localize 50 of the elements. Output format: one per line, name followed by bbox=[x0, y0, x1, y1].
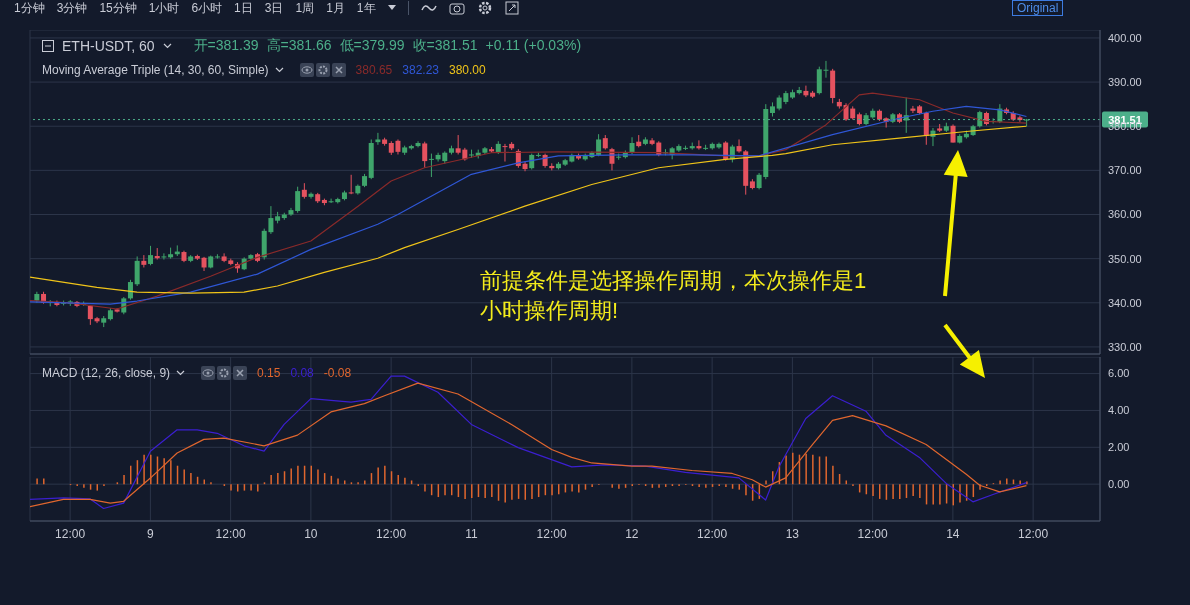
text: Original bbox=[1017, 1, 1059, 15]
text: ETH-USDT, 60 bbox=[62, 38, 155, 54]
text: 1周 bbox=[295, 0, 315, 15]
y-tick-label: 6.00 bbox=[1108, 367, 1130, 380]
x-tick-label: 12:00 bbox=[536, 526, 567, 541]
x-tick-label: 10 bbox=[304, 526, 318, 541]
x-tick-label: 12:00 bbox=[857, 526, 888, 541]
text: 1小时 bbox=[148, 0, 180, 15]
y-tick-label: 340.00 bbox=[1108, 296, 1142, 309]
x-tick-label: 12:00 bbox=[1018, 526, 1049, 541]
x-tick-label: 12 bbox=[625, 526, 639, 541]
x-tick-label: 14 bbox=[946, 526, 960, 541]
annotation: 低=379.99 bbox=[339, 37, 405, 53]
text: 3日 bbox=[264, 0, 284, 15]
annotation: 380.65 bbox=[355, 63, 393, 77]
text: Moving Average Triple (14, 30, 60, Simple) bbox=[42, 63, 269, 77]
y-tick-label: 350.00 bbox=[1108, 252, 1142, 265]
x-tick-label: 13 bbox=[785, 526, 800, 541]
y-tick-label: 0.00 bbox=[1108, 478, 1130, 491]
text: MACD (12, 26, close, 9) bbox=[42, 366, 171, 380]
y-tick-label: 400.00 bbox=[1108, 31, 1142, 44]
x-tick-label: 12:00 bbox=[697, 526, 728, 541]
annotation: 0.08 bbox=[290, 366, 314, 380]
annotation: 前提条件是选择操作周期，本次操作是1小时操作周期! bbox=[480, 268, 867, 323]
text: 15分钟 bbox=[99, 0, 137, 15]
annotation: 开=381.39 bbox=[193, 37, 259, 53]
annotation: 0.15 bbox=[257, 366, 281, 380]
y-tick-label: 370.00 bbox=[1108, 164, 1142, 177]
text: 3分钟 bbox=[56, 0, 88, 15]
annotation: +0.11 (+0.03%) bbox=[485, 37, 582, 53]
text: 1年 bbox=[356, 0, 376, 15]
y-tick-label: 4.00 bbox=[1108, 404, 1130, 417]
x-tick-label: 9 bbox=[147, 526, 155, 541]
x-tick-label: 12:00 bbox=[215, 526, 246, 541]
annotation: 收=381.51 bbox=[412, 37, 478, 53]
text: 1分钟 bbox=[14, 0, 45, 15]
annotation: -0.08 bbox=[323, 366, 352, 380]
text: 6小时 bbox=[191, 0, 223, 15]
y-tick-label: 360.00 bbox=[1108, 208, 1142, 221]
annotation: 382.23 bbox=[402, 63, 439, 77]
x-tick-label: 12:00 bbox=[55, 526, 86, 541]
text: 1日 bbox=[234, 0, 253, 15]
y-tick-label: 330.00 bbox=[1108, 340, 1142, 353]
text: 1月 bbox=[326, 0, 345, 15]
annotation: 高=381.66 bbox=[266, 37, 332, 53]
y-tick-label: 390.00 bbox=[1108, 75, 1142, 88]
y-tick-label: 2.00 bbox=[1108, 441, 1130, 454]
annotation: 380.00 bbox=[448, 63, 486, 77]
x-tick-label: 12:00 bbox=[376, 526, 407, 541]
x-tick-label: 11 bbox=[465, 526, 478, 541]
